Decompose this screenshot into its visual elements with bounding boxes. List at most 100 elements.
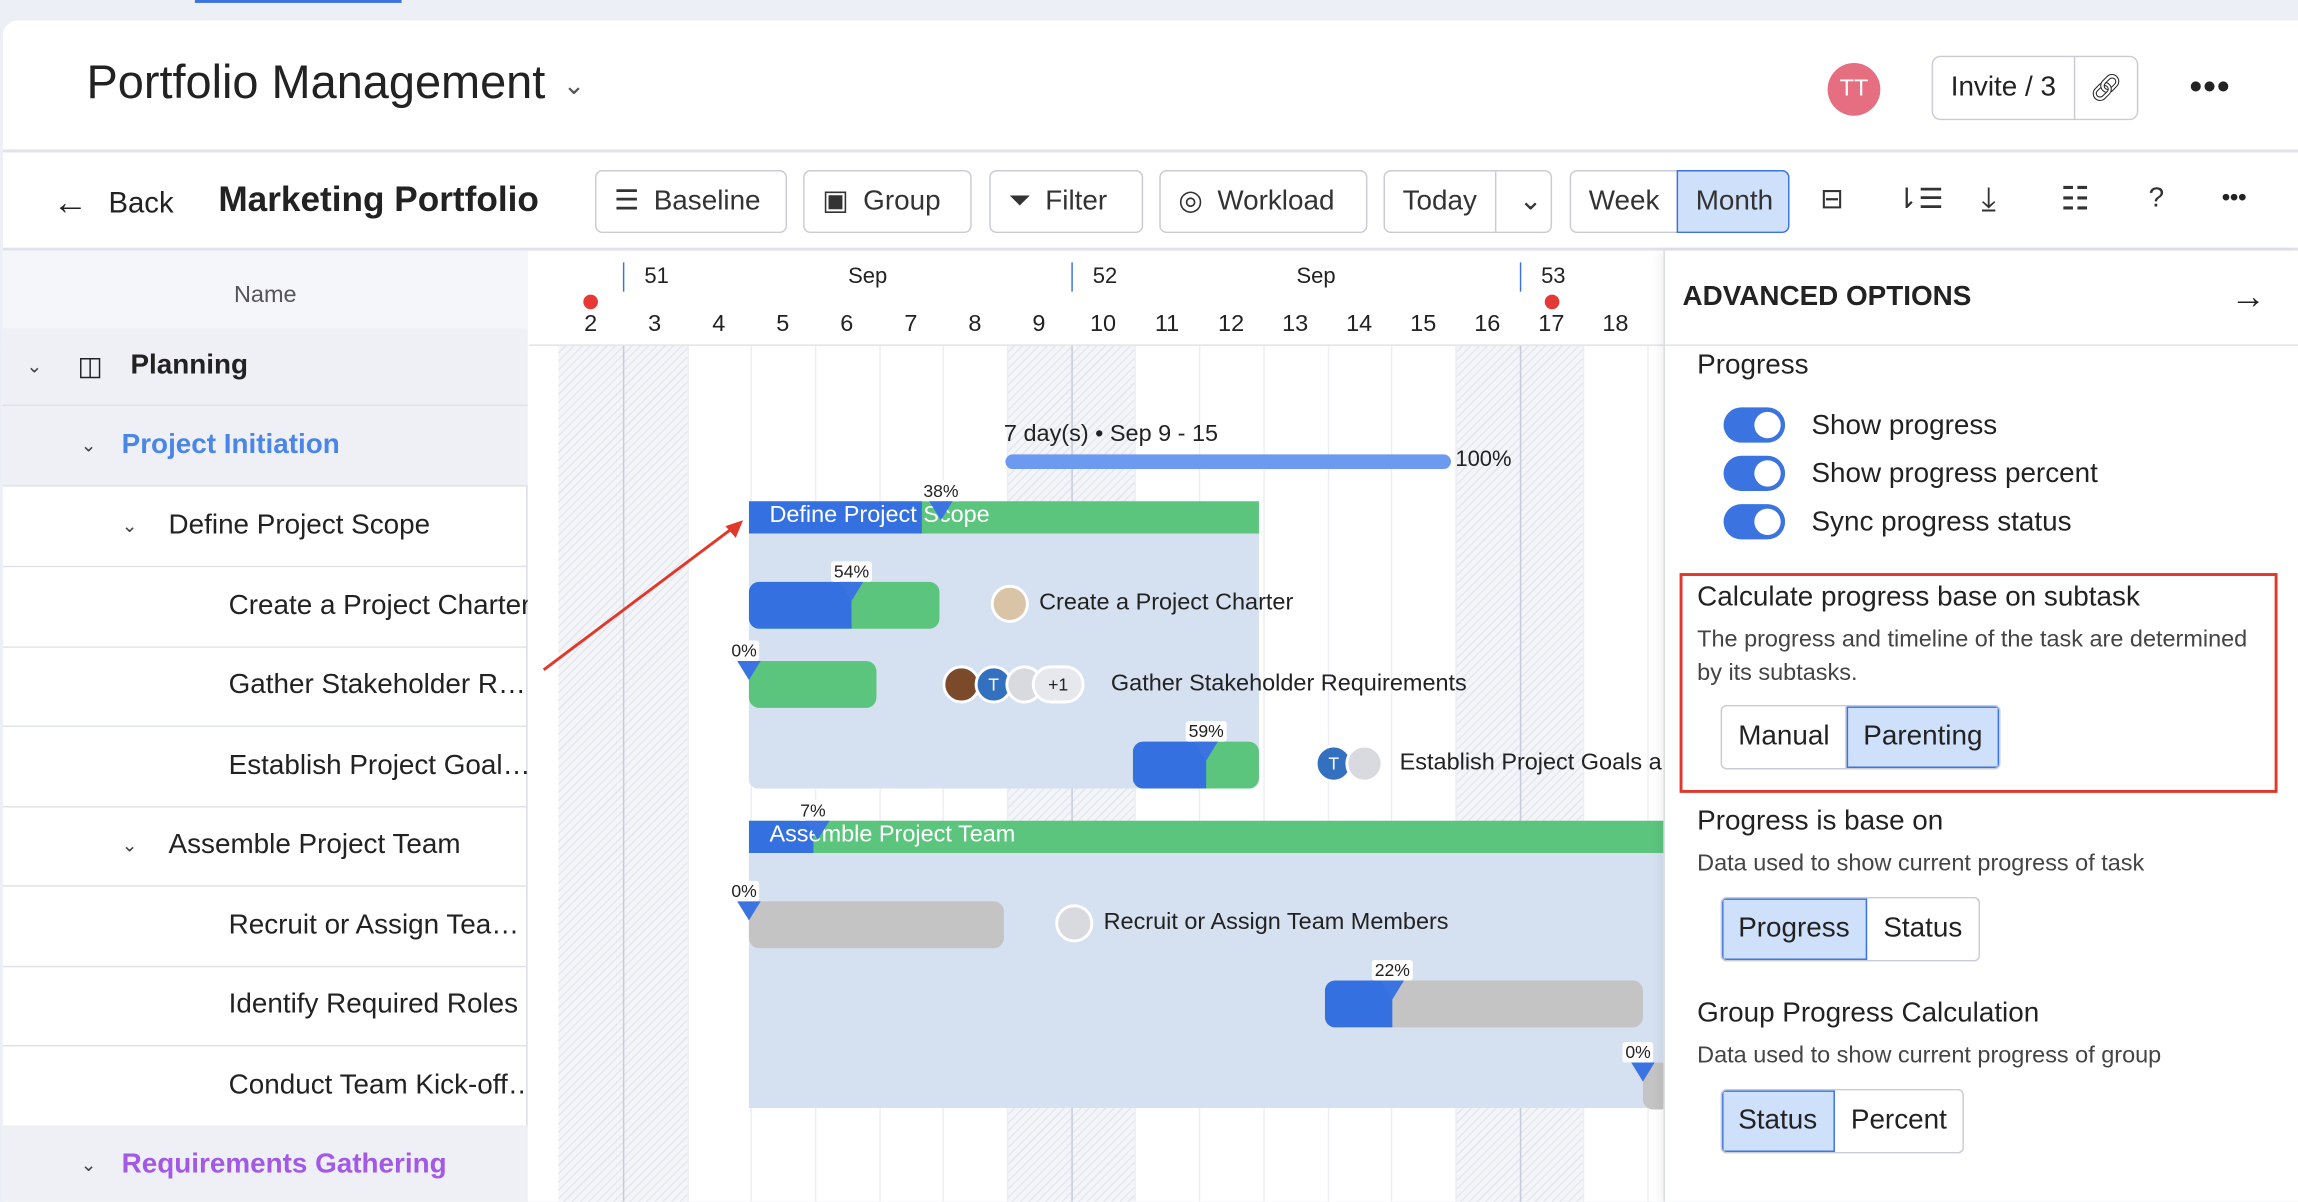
arrow-left-icon: ← [52,183,88,223]
show-progress-toggle[interactable] [1723,407,1786,443]
divider [2,247,2298,251]
week-label: 52 [1092,263,1118,289]
tree-row-project-initiation[interactable]: ⌄ Project Initiation [2,405,528,487]
tree-row[interactable]: Identify Required Roles [2,966,528,1047]
toggle-label: Show progress percent [1811,458,2098,490]
tree-row[interactable]: Recruit or Assign Tea… [2,887,528,968]
day-gridline [1583,345,1585,1202]
recruit-bar[interactable] [748,901,1004,949]
invite-button-group: Invite / 3 🔗︎ [1931,55,2139,121]
sync-progress-status-toggle[interactable] [1723,504,1786,540]
progress-option[interactable]: Progress [1722,898,1868,960]
manual-option[interactable]: Manual [1722,706,1848,768]
panel-icon: ◫ [77,351,103,381]
day-label: 8 [968,312,982,338]
chevron-down-icon[interactable]: ⌄ [121,514,138,537]
tree-label: Conduct Team Kick-off… [228,1069,528,1101]
status-option[interactable]: Status [1722,1090,1835,1152]
today-marker [583,294,598,310]
panel-title: ADVANCED OPTIONS [1682,281,1972,313]
show-progress-percent-toggle[interactable] [1723,455,1786,491]
progress-handle-icon[interactable] [806,820,830,840]
progress-percent: 0% [728,880,760,902]
tree-row-planning[interactable]: ⌄ ◫ Planning [2,328,528,406]
calc-heading: Calculate progress base on subtask [1697,581,2140,613]
chevron-down-icon[interactable]: ⌄ [562,70,586,100]
group-desc: Data used to show current progress of gr… [1697,1043,2162,1069]
filter-button[interactable]: ⏷ Filter [989,170,1144,234]
chevron-down-icon[interactable]: ⌄ [80,433,97,456]
month-label: Sep [848,263,888,289]
parenting-option[interactable]: Parenting [1847,706,1999,768]
highlight-box [1679,573,2278,793]
progress-heading: Progress [1697,350,1809,382]
assignee-avatar[interactable] [942,665,981,704]
day-gridline [1455,345,1457,1202]
progress-percent: 0% [728,640,760,661]
status-option[interactable]: Status [1883,913,1963,944]
download-icon[interactable]: ⤓ [1981,180,1996,217]
define-scope-bar[interactable]: Define Project Scope [748,501,1259,534]
assignee-avatar[interactable] [1345,744,1384,783]
group-label: Group [863,185,941,217]
sort-icon[interactable]: ⇂☰ [1895,184,1944,216]
progress-handle-icon[interactable] [1380,980,1405,1000]
tree-label: Requirements Gathering [121,1149,447,1180]
back-button[interactable]: ← Back [53,183,174,224]
settings-sliders-icon[interactable]: ☷ [2060,180,2090,217]
user-avatar[interactable]: TT [1827,63,1881,116]
more-icon[interactable]: ••• [2189,67,2231,107]
bar-label: Define Project Scope [769,502,990,528]
progress-handle-icon[interactable] [737,660,761,681]
assignee-avatar[interactable] [990,584,1029,623]
progress-percent: 0% [1622,1042,1654,1063]
identify-bar[interactable] [1324,980,1643,1028]
calc-desc: The progress and timeline of the task ar… [1697,627,2248,653]
month-button[interactable]: Month [1676,170,1790,234]
chevron-down-icon[interactable]: ⌄ [26,354,43,377]
progress-handle-icon[interactable] [1631,1062,1655,1082]
day-gridline [1391,345,1393,1202]
tree-row[interactable]: ⌄ Assemble Project Team [2,806,528,887]
invite-button[interactable]: Invite / 3 [1933,57,2076,119]
chevron-down-icon[interactable]: ⌄ [80,1153,97,1176]
workload-icon: ◎ [1178,186,1203,217]
chevron-down-icon[interactable]: ⌄ [1518,186,1543,217]
assignee-avatar[interactable] [1055,904,1094,943]
calc-mode-segment: Manual Parenting [1720,704,2001,770]
tree-row[interactable]: Establish Project Goal… [2,727,528,808]
day-label: 7 [904,312,918,338]
more-assignees-badge[interactable]: +1 [1031,665,1085,704]
day-label: 2 [584,312,598,338]
divider [2,149,2298,153]
progress-handle-icon[interactable] [839,581,864,601]
toggle-label: Show progress [1811,410,1998,442]
tree-row[interactable]: Gather Stakeholder R… [2,646,528,727]
today-button[interactable]: Today [1385,171,1496,232]
tree-row-requirements-gathering[interactable]: ⌄ Requirements Gathering [2,1125,528,1202]
chevron-down-icon[interactable]: ⌄ [121,833,138,856]
tree-label: Define Project Scope [168,510,431,541]
tree-row[interactable]: Create a Project Charter [2,567,528,648]
progress-handle-icon[interactable] [1194,741,1218,761]
baseline-label: Baseline [653,185,761,217]
gather-bar[interactable] [748,660,877,708]
portfolio-name: Marketing Portfolio [218,180,539,220]
help-icon[interactable]: ? [2148,183,2165,214]
timeline-header [529,250,1664,346]
layout-icon[interactable]: ⊟ [1820,184,1844,216]
progress-handle-icon[interactable] [737,901,761,921]
workload-label: Workload [1217,185,1335,217]
baseline-button[interactable]: ☰ Baseline [595,170,788,234]
more-options-icon[interactable]: ••• [2221,186,2247,212]
page-title[interactable]: Portfolio Management ⌄ [86,56,585,110]
group-button[interactable]: ▣ Group [803,170,972,234]
percent-option[interactable]: Percent [1850,1105,1947,1136]
month-label: Sep [1296,263,1336,289]
arrow-right-icon[interactable]: → [2230,276,2266,317]
workload-button[interactable]: ◎ Workload [1159,170,1368,234]
progress-handle-icon[interactable] [929,501,953,521]
link-icon[interactable]: 🔗︎ [2089,72,2123,102]
week-button[interactable]: Week [1569,170,1679,234]
tree-row[interactable]: ⌄ Define Project Scope [2,487,528,568]
